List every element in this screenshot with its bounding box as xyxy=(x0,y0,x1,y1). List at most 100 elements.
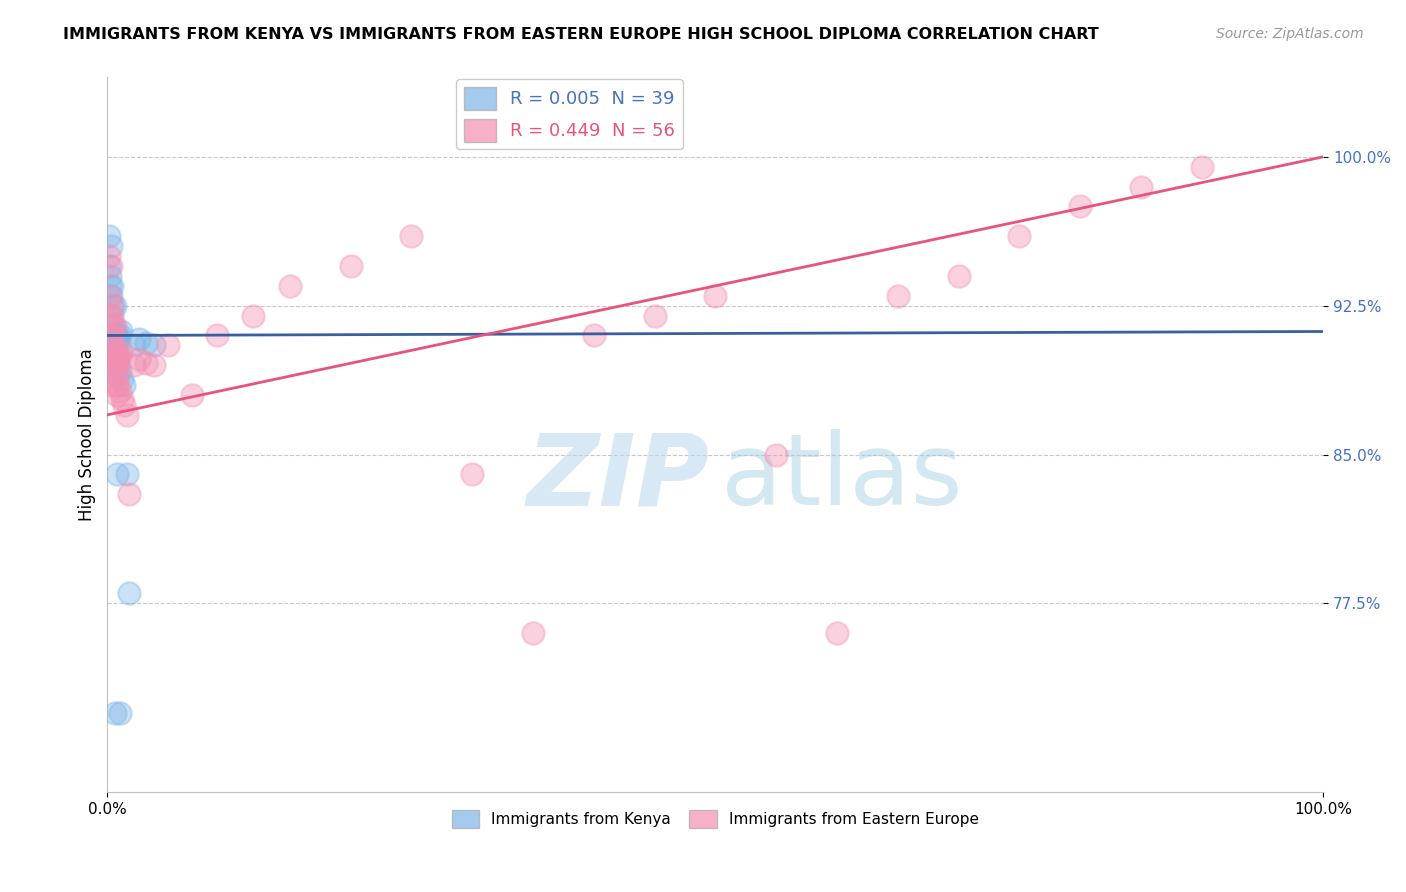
Point xyxy=(97,259,120,273)
Point xyxy=(110,344,132,359)
Point xyxy=(105,328,128,343)
Point xyxy=(142,358,165,372)
Point xyxy=(108,348,131,362)
Point xyxy=(103,318,125,333)
Point xyxy=(105,388,128,402)
Point xyxy=(101,328,124,343)
Point xyxy=(1129,179,1152,194)
Point xyxy=(105,368,128,383)
Point xyxy=(115,467,138,482)
Point xyxy=(111,372,134,386)
Point xyxy=(104,299,127,313)
Point xyxy=(110,325,132,339)
Point xyxy=(100,239,122,253)
Point xyxy=(825,626,848,640)
Point xyxy=(103,338,125,352)
Point xyxy=(104,358,127,372)
Point xyxy=(644,309,666,323)
Point xyxy=(98,268,121,283)
Point xyxy=(278,278,301,293)
Point xyxy=(118,586,141,600)
Point xyxy=(112,378,135,392)
Point xyxy=(101,299,124,313)
Point xyxy=(339,259,361,273)
Point xyxy=(111,392,134,406)
Point xyxy=(100,348,122,362)
Text: ZIP: ZIP xyxy=(526,429,709,526)
Point xyxy=(118,487,141,501)
Point xyxy=(108,384,131,398)
Point xyxy=(101,358,124,372)
Point xyxy=(107,378,129,392)
Point xyxy=(100,368,122,383)
Point xyxy=(107,358,129,372)
Text: atlas: atlas xyxy=(721,429,963,526)
Point xyxy=(98,278,121,293)
Point xyxy=(104,348,127,362)
Point xyxy=(103,318,125,333)
Point xyxy=(104,336,127,351)
Point xyxy=(107,338,129,352)
Point xyxy=(104,338,127,352)
Point xyxy=(101,278,124,293)
Point xyxy=(98,328,121,343)
Point xyxy=(157,338,180,352)
Point xyxy=(97,229,120,244)
Point xyxy=(97,309,120,323)
Point xyxy=(104,333,127,347)
Point xyxy=(108,364,131,378)
Point xyxy=(1008,229,1031,244)
Point xyxy=(101,309,124,323)
Point xyxy=(122,338,145,352)
Point xyxy=(461,467,484,482)
Point xyxy=(948,268,970,283)
Point xyxy=(105,348,128,362)
Point xyxy=(1191,160,1213,174)
Point xyxy=(103,348,125,362)
Point xyxy=(1069,199,1091,213)
Point xyxy=(122,358,145,372)
Point xyxy=(108,328,131,343)
Text: Source: ZipAtlas.com: Source: ZipAtlas.com xyxy=(1216,27,1364,41)
Point xyxy=(104,328,127,343)
Point xyxy=(115,408,138,422)
Point xyxy=(104,358,127,372)
Y-axis label: High School Diploma: High School Diploma xyxy=(79,348,96,521)
Point xyxy=(765,448,787,462)
Point xyxy=(104,356,127,370)
Point xyxy=(104,318,127,333)
Text: IMMIGRANTS FROM KENYA VS IMMIGRANTS FROM EASTERN EUROPE HIGH SCHOOL DIPLOMA CORR: IMMIGRANTS FROM KENYA VS IMMIGRANTS FROM… xyxy=(63,27,1099,42)
Point xyxy=(128,352,150,367)
Point xyxy=(135,356,157,370)
Point xyxy=(105,467,128,482)
Point xyxy=(100,309,122,323)
Point xyxy=(103,328,125,343)
Point xyxy=(205,328,228,343)
Point xyxy=(104,706,127,720)
Point xyxy=(101,378,124,392)
Point xyxy=(142,338,165,352)
Point xyxy=(886,289,908,303)
Point xyxy=(107,358,129,372)
Point xyxy=(522,626,544,640)
Point xyxy=(242,309,264,323)
Point xyxy=(181,388,204,402)
Point xyxy=(128,333,150,347)
Point xyxy=(100,259,122,273)
Point xyxy=(704,289,727,303)
Point xyxy=(104,378,127,392)
Point xyxy=(100,289,122,303)
Point xyxy=(108,706,131,720)
Point xyxy=(401,229,423,244)
Point xyxy=(97,249,120,263)
Point xyxy=(104,352,127,367)
Point xyxy=(582,328,605,343)
Legend: Immigrants from Kenya, Immigrants from Eastern Europe: Immigrants from Kenya, Immigrants from E… xyxy=(446,804,986,834)
Point xyxy=(98,289,121,303)
Point xyxy=(105,348,128,362)
Point xyxy=(103,299,125,313)
Point xyxy=(112,398,135,412)
Point xyxy=(107,333,129,347)
Point xyxy=(135,336,157,351)
Point xyxy=(105,368,128,383)
